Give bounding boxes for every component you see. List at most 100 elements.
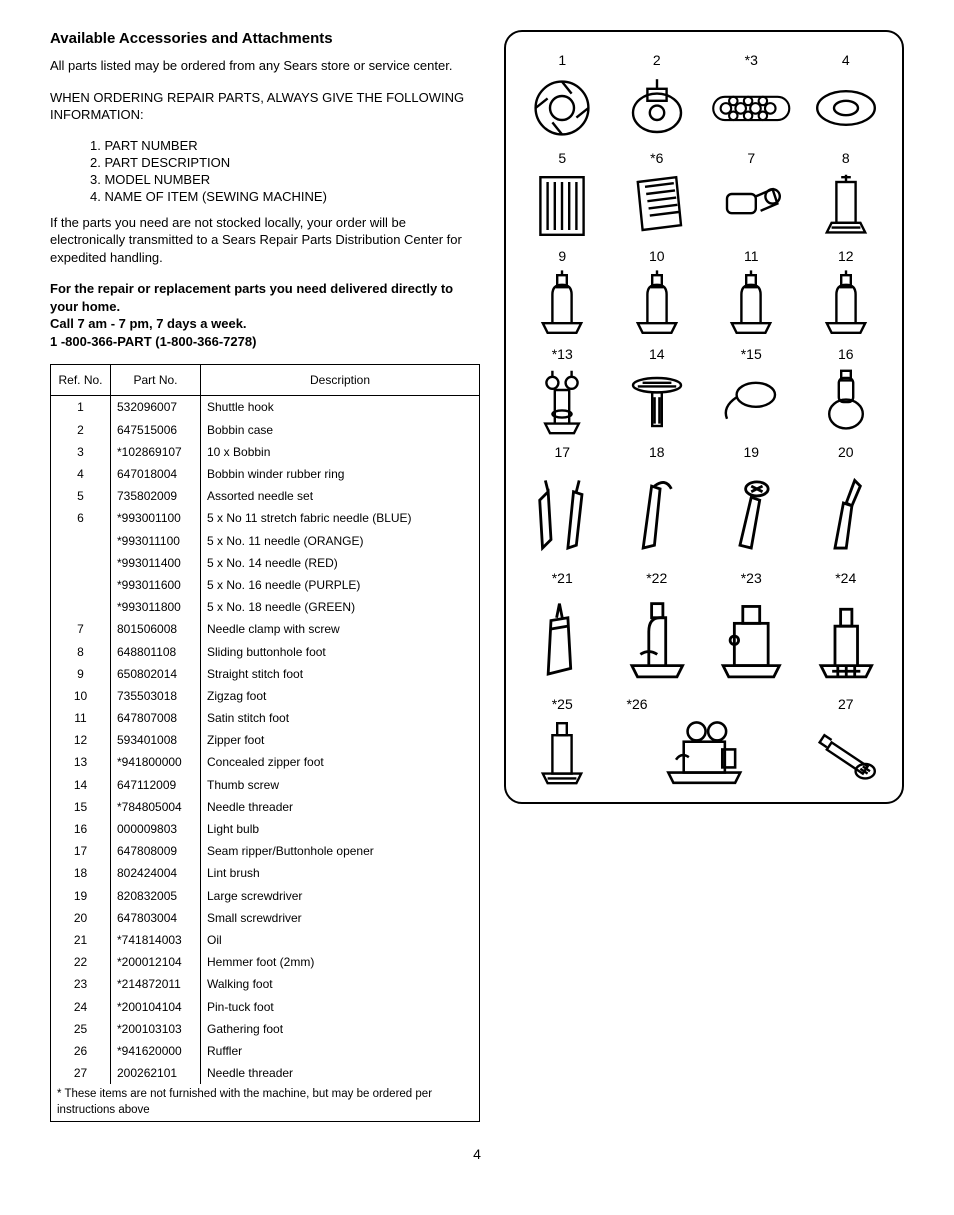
diagram-cell: 9 [520,248,605,340]
page-title: Available Accessories and Attachments [50,30,480,47]
diagram-label: *23 [709,570,794,586]
cell-desc: Pin-tuck foot [201,996,480,1018]
table-row: 16000009803Light bulb [51,818,480,840]
table-row: *9930118005 x No. 18 needle (GREEN) [51,596,480,618]
table-row: 14647112009Thumb screw [51,774,480,796]
cell-ref: 15 [51,796,111,818]
diagram-icon [520,268,605,340]
cell-ref: 8 [51,641,111,663]
cell-ref: 2 [51,419,111,441]
diagram-icon [520,590,605,690]
diagram-icon [804,716,889,788]
diagram-label: *26 [615,696,794,712]
cell-desc: Straight stitch foot [201,663,480,685]
ordering-item: 4. NAME OF ITEM (SEWING MACHINE) [90,189,480,204]
diagram-label: *21 [520,570,605,586]
cell-ref: 25 [51,1018,111,1040]
cell-ref: 13 [51,751,111,773]
cell-desc: Needle threader [201,1062,480,1084]
diagram-label: *22 [615,570,700,586]
cell-ref: 12 [51,729,111,751]
diagram-icon [615,268,700,340]
cell-ref: 9 [51,663,111,685]
cell-ref: 1 [51,396,111,419]
diagram-icon [804,268,889,340]
table-footnote: * These items are not furnished with the… [51,1084,480,1122]
table-row: 8648801108Sliding buttonhole foot [51,641,480,663]
cell-part: 647808009 [111,840,201,862]
cell-desc: Walking foot [201,973,480,995]
diagram-cell: *25 [520,696,605,788]
diagram-icon [804,590,889,690]
cell-part: 820832005 [111,885,201,907]
table-row: 5735802009Assorted needle set [51,485,480,507]
delivery-line: 1 -800-366-PART (1-800-366-7278) [50,334,256,349]
table-row: 17647808009Seam ripper/Buttonhole opener [51,840,480,862]
table-row: 25*200103103Gathering foot [51,1018,480,1040]
cell-part: 647515006 [111,419,201,441]
cell-desc: Lint brush [201,862,480,884]
diagram-cell: *6 [615,150,700,242]
cell-part: *200104104 [111,996,201,1018]
diagram-label: 1 [520,52,605,68]
table-row: 22*200012104Hemmer foot (2mm) [51,951,480,973]
table-row: 21*741814003Oil [51,929,480,951]
table-row: 3*10286910710 x Bobbin [51,441,480,463]
diagram-cell: 18 [615,444,700,564]
diagram-cell: 2 [615,52,700,144]
cell-part: *741814003 [111,929,201,951]
diagram-icon [520,72,605,144]
cell-desc: Small screwdriver [201,907,480,929]
diagram-label: *15 [709,346,794,362]
ordering-item: 1. PART NUMBER [90,138,480,153]
cell-desc: Needle threader [201,796,480,818]
cell-part: 735503018 [111,685,201,707]
diagram-label: 10 [615,248,700,264]
cell-ref: 5 [51,485,111,507]
cell-desc: 5 x No. 16 needle (PURPLE) [201,574,480,596]
parts-table: Ref. No. Part No. Description 1532096007… [50,364,480,1122]
cell-ref: 3 [51,441,111,463]
cell-desc: Bobbin case [201,419,480,441]
cell-desc: 5 x No 11 stretch fabric needle (BLUE) [201,507,480,529]
ordering-list: 1. PART NUMBER 2. PART DESCRIPTION 3. MO… [50,138,480,204]
table-row: 4647018004Bobbin winder rubber ring [51,463,480,485]
diagram-cell: 7 [709,150,794,242]
cell-part: *993011100 [111,530,201,552]
cell-desc: Ruffler [201,1040,480,1062]
cell-ref: 16 [51,818,111,840]
cell-part: *200012104 [111,951,201,973]
diagram-cell: 11 [709,248,794,340]
cell-desc: Bobbin winder rubber ring [201,463,480,485]
cell-desc: Gathering foot [201,1018,480,1040]
col-desc: Description [201,365,480,396]
diagram-icon [615,464,700,564]
diagram-icon [615,170,700,242]
table-row: 23*214872011Walking foot [51,973,480,995]
diagram-label: 17 [520,444,605,460]
cell-part: 802424004 [111,862,201,884]
diagram-cell: 27 [804,696,889,788]
cell-part: *200103103 [111,1018,201,1040]
diagram-cell: 10 [615,248,700,340]
table-row: 1532096007Shuttle hook [51,396,480,419]
cell-desc: 5 x No. 11 needle (ORANGE) [201,530,480,552]
diagram-cell: *15 [709,346,794,438]
cell-desc: Assorted needle set [201,485,480,507]
table-row: 9650802014Straight stitch foot [51,663,480,685]
delivery-line: Call 7 am - 7 pm, 7 days a week. [50,316,247,331]
diagram-cell: 12 [804,248,889,340]
diagram-icon [709,72,794,144]
cell-part: *993011800 [111,596,201,618]
cell-ref: 7 [51,618,111,640]
diagram-cell: 16 [804,346,889,438]
cell-desc: Seam ripper/Buttonhole opener [201,840,480,862]
cell-ref [51,596,111,618]
cell-part: *941620000 [111,1040,201,1062]
diagram-label: 12 [804,248,889,264]
diagram-label: 2 [615,52,700,68]
diagram-cell: 1 [520,52,605,144]
cell-part: 593401008 [111,729,201,751]
cell-part: 000009803 [111,818,201,840]
table-row: 27200262101Needle threader [51,1062,480,1084]
